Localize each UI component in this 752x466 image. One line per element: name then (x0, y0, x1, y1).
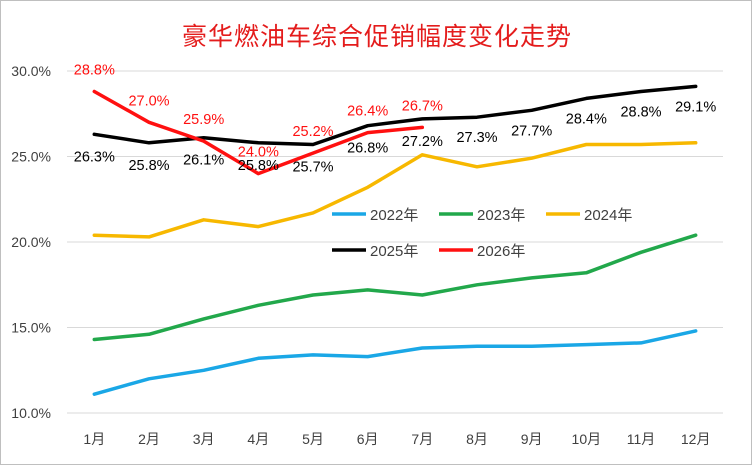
data-label-2025: 25.8% (238, 158, 279, 174)
x-tick-label: 3月 (193, 431, 215, 447)
data-label-2025: 25.7% (292, 160, 333, 176)
x-tick-label: 1月 (83, 431, 105, 447)
data-label-2025: 26.3% (74, 149, 115, 165)
x-tick-label: 11月 (627, 431, 656, 447)
legend-label: 2026年 (477, 243, 525, 260)
series-line-1 (92, 233, 698, 342)
x-tick-label: 9月 (521, 431, 543, 447)
data-label-2025: 27.2% (402, 134, 443, 150)
x-tick-label: 7月 (411, 431, 433, 447)
data-label-2026: 25.2% (292, 124, 333, 140)
data-label-2025: 29.1% (675, 99, 716, 115)
data-label-2025: 28.4% (566, 111, 607, 127)
x-tick-label: 5月 (302, 431, 324, 447)
data-label-2025: 26.1% (183, 153, 224, 169)
data-label-2026: 28.8% (74, 63, 115, 79)
data-label-2025: 25.8% (128, 158, 169, 174)
data-label-2026: 27.0% (128, 93, 169, 109)
data-label-2025: 26.8% (347, 141, 388, 157)
series-line-2 (92, 141, 698, 239)
data-label-2025: 28.8% (620, 105, 661, 121)
y-tick-label: 30.0% (11, 63, 51, 79)
legend-label: 2024年 (584, 207, 632, 224)
series-line-4 (92, 89, 425, 176)
x-tick-label: 4月 (247, 431, 269, 447)
data-label-2025: 27.3% (456, 130, 497, 146)
x-tick-label: 8月 (466, 431, 488, 447)
x-tick-label: 2月 (138, 431, 160, 447)
x-tick-label: 6月 (357, 431, 379, 447)
y-tick-label: 10.0% (11, 405, 51, 421)
data-label-2026: 26.7% (402, 98, 443, 114)
x-tick-label: 12月 (681, 431, 711, 447)
series-line-0 (92, 329, 698, 396)
data-label-2026: 26.4% (347, 104, 388, 120)
legend-label: 2022年 (370, 207, 418, 224)
chart-title: 豪华燃油车综合促销幅度变化走势 (181, 22, 572, 51)
data-label-2026: 25.9% (183, 112, 224, 128)
legend-label: 2023年 (477, 207, 525, 224)
x-tick-label: 10月 (572, 431, 602, 447)
y-tick-label: 25.0% (11, 149, 51, 165)
y-tick-label: 15.0% (11, 320, 51, 336)
legend-label: 2025年 (370, 243, 418, 260)
data-label-2025: 27.7% (511, 123, 552, 139)
data-label-2026: 24.0% (238, 145, 279, 161)
y-tick-label: 20.0% (11, 234, 51, 250)
